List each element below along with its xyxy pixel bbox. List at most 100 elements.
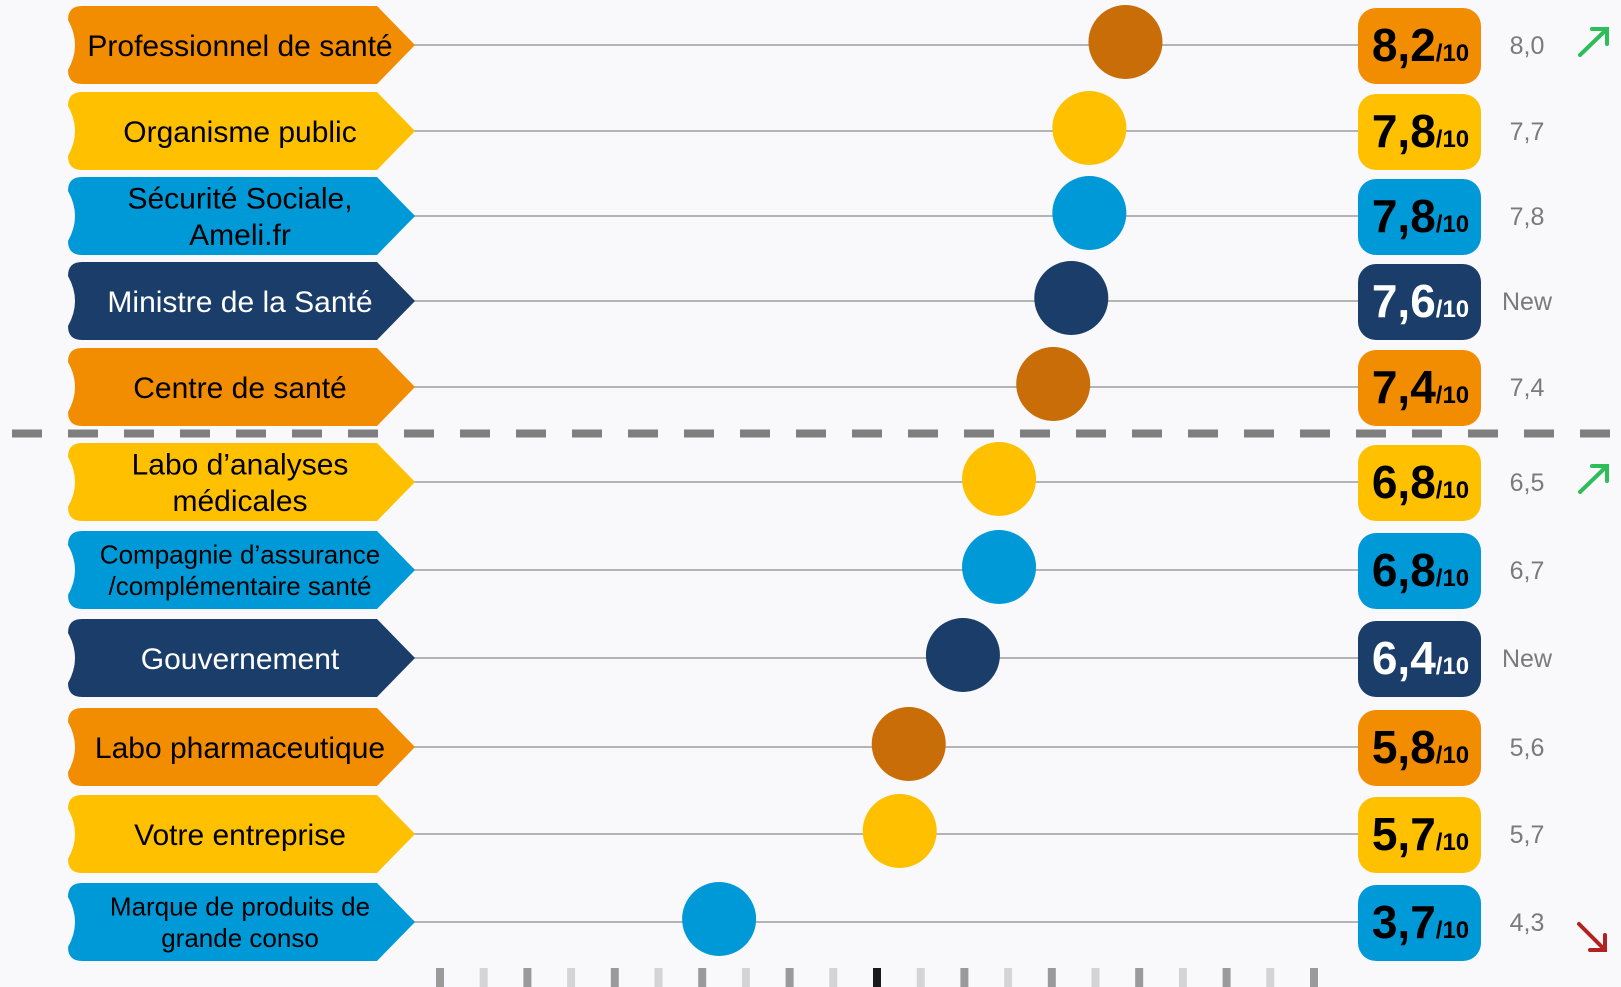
scale-tick <box>523 968 532 987</box>
score-dot <box>962 530 1037 604</box>
previous-value: 7,8 <box>1510 203 1545 231</box>
scale-tick <box>829 968 838 987</box>
scale-tick <box>436 968 444 987</box>
row-label: Marque de produits de <box>110 892 370 922</box>
score-value: 5,7/10 <box>1372 808 1469 860</box>
previous-value: New <box>1502 288 1553 316</box>
row-label: Votre entreprise <box>134 819 346 852</box>
previous-value: 6,7 <box>1510 557 1545 585</box>
previous-value: 6,5 <box>1510 469 1545 497</box>
scale-tick <box>654 968 663 987</box>
chart-row: Ministre de la Santé 7,6/10 New <box>68 261 1553 340</box>
scale-tick <box>741 968 750 987</box>
score-dot <box>1052 176 1127 250</box>
score-value: 6,4/10 <box>1372 632 1469 684</box>
label-tag <box>68 177 415 255</box>
label-tag <box>68 262 415 340</box>
score-value: 7,8/10 <box>1372 105 1469 157</box>
previous-value: 7,7 <box>1510 118 1545 146</box>
chart-row: Centre de santé 7,4/10 7,4 <box>68 347 1544 426</box>
score-box <box>1358 885 1481 961</box>
label-tag <box>68 795 415 873</box>
row-label: Ministre de la Santé <box>107 286 372 319</box>
scale-tick <box>1135 968 1144 987</box>
scale-tick <box>916 968 925 987</box>
score-value: 8,2/10 <box>1372 19 1469 71</box>
trend-up-icon <box>1578 464 1609 494</box>
label-tag <box>68 619 415 697</box>
trend-down-icon <box>1577 922 1607 952</box>
score-box <box>1358 621 1481 697</box>
score-box <box>1358 264 1481 340</box>
score-dot <box>1034 261 1109 335</box>
score-dot <box>862 794 937 868</box>
score-box <box>1358 533 1481 609</box>
scale-tick <box>1047 968 1056 987</box>
scale-tick <box>1178 968 1187 987</box>
scale-tick <box>1310 968 1318 987</box>
score-dot <box>1016 347 1091 421</box>
score-dot <box>1052 91 1127 165</box>
score-dot <box>925 618 1000 692</box>
label-tag <box>68 348 415 426</box>
row-label: Ameli.fr <box>189 219 291 252</box>
previous-value: 7,4 <box>1510 374 1545 402</box>
row-label: /complémentaire santé <box>108 571 371 601</box>
row-label: Compagnie d’assurance <box>100 540 380 570</box>
previous-value: 8,0 <box>1510 32 1545 60</box>
score-dot <box>682 882 757 956</box>
row-label: Professionnel de santé <box>87 30 392 63</box>
score-dot <box>871 707 946 781</box>
scale-tick <box>960 968 969 987</box>
score-box <box>1358 710 1481 786</box>
chart-row: Compagnie d’assurance/complémentaire san… <box>68 530 1544 609</box>
scale-tick <box>873 968 881 987</box>
row-label: Gouvernement <box>141 643 340 676</box>
score-value: 6,8/10 <box>1372 544 1469 596</box>
previous-value: 5,6 <box>1510 734 1545 762</box>
row-label: Sécurité Sociale, <box>127 183 352 216</box>
scale-tick <box>610 968 619 987</box>
row-label: Labo pharmaceutique <box>95 732 385 765</box>
scale-tick <box>1091 968 1100 987</box>
score-dot <box>962 442 1037 516</box>
scale-tick <box>1004 968 1013 987</box>
scale-tick <box>785 968 794 987</box>
score-value: 7,6/10 <box>1372 275 1469 327</box>
label-tag <box>68 708 415 786</box>
score-box <box>1358 94 1481 170</box>
score-box <box>1358 8 1481 84</box>
label-tag <box>68 443 415 521</box>
trend-up-icon <box>1578 27 1609 57</box>
label-tag <box>68 6 415 84</box>
chart-row: Organisme public 7,8/10 7,7 <box>68 91 1544 170</box>
row-label: Organisme public <box>123 116 356 149</box>
chart-row: Sécurité Sociale,Ameli.fr 7,8/10 7,8 <box>68 176 1544 255</box>
chart-row: Votre entreprise 5,7/10 5,7 <box>68 794 1544 873</box>
score-dot <box>1088 5 1163 79</box>
bottom-scale-ticks <box>436 968 1318 987</box>
score-value: 7,8/10 <box>1372 190 1469 242</box>
score-value: 6,8/10 <box>1372 456 1469 508</box>
score-value: 5,8/10 <box>1372 721 1469 773</box>
chart-row: Professionnel de santé 8,2/10 8,0 <box>68 5 1609 84</box>
score-box <box>1358 350 1481 426</box>
label-tag <box>68 92 415 170</box>
row-label: médicales <box>172 485 307 518</box>
scale-tick <box>567 968 576 987</box>
score-value: 7,4/10 <box>1372 361 1469 413</box>
label-tag <box>68 883 415 961</box>
previous-value: New <box>1502 645 1553 673</box>
score-box <box>1358 179 1481 255</box>
scale-tick <box>1222 968 1231 987</box>
chart-row: Gouvernement 6,4/10 New <box>68 618 1553 697</box>
score-value: 3,7/10 <box>1372 896 1469 948</box>
previous-value: 4,3 <box>1510 909 1545 937</box>
scale-tick <box>1266 968 1275 987</box>
row-label: Centre de santé <box>133 372 346 405</box>
score-box <box>1358 797 1481 873</box>
label-tag <box>68 531 415 609</box>
